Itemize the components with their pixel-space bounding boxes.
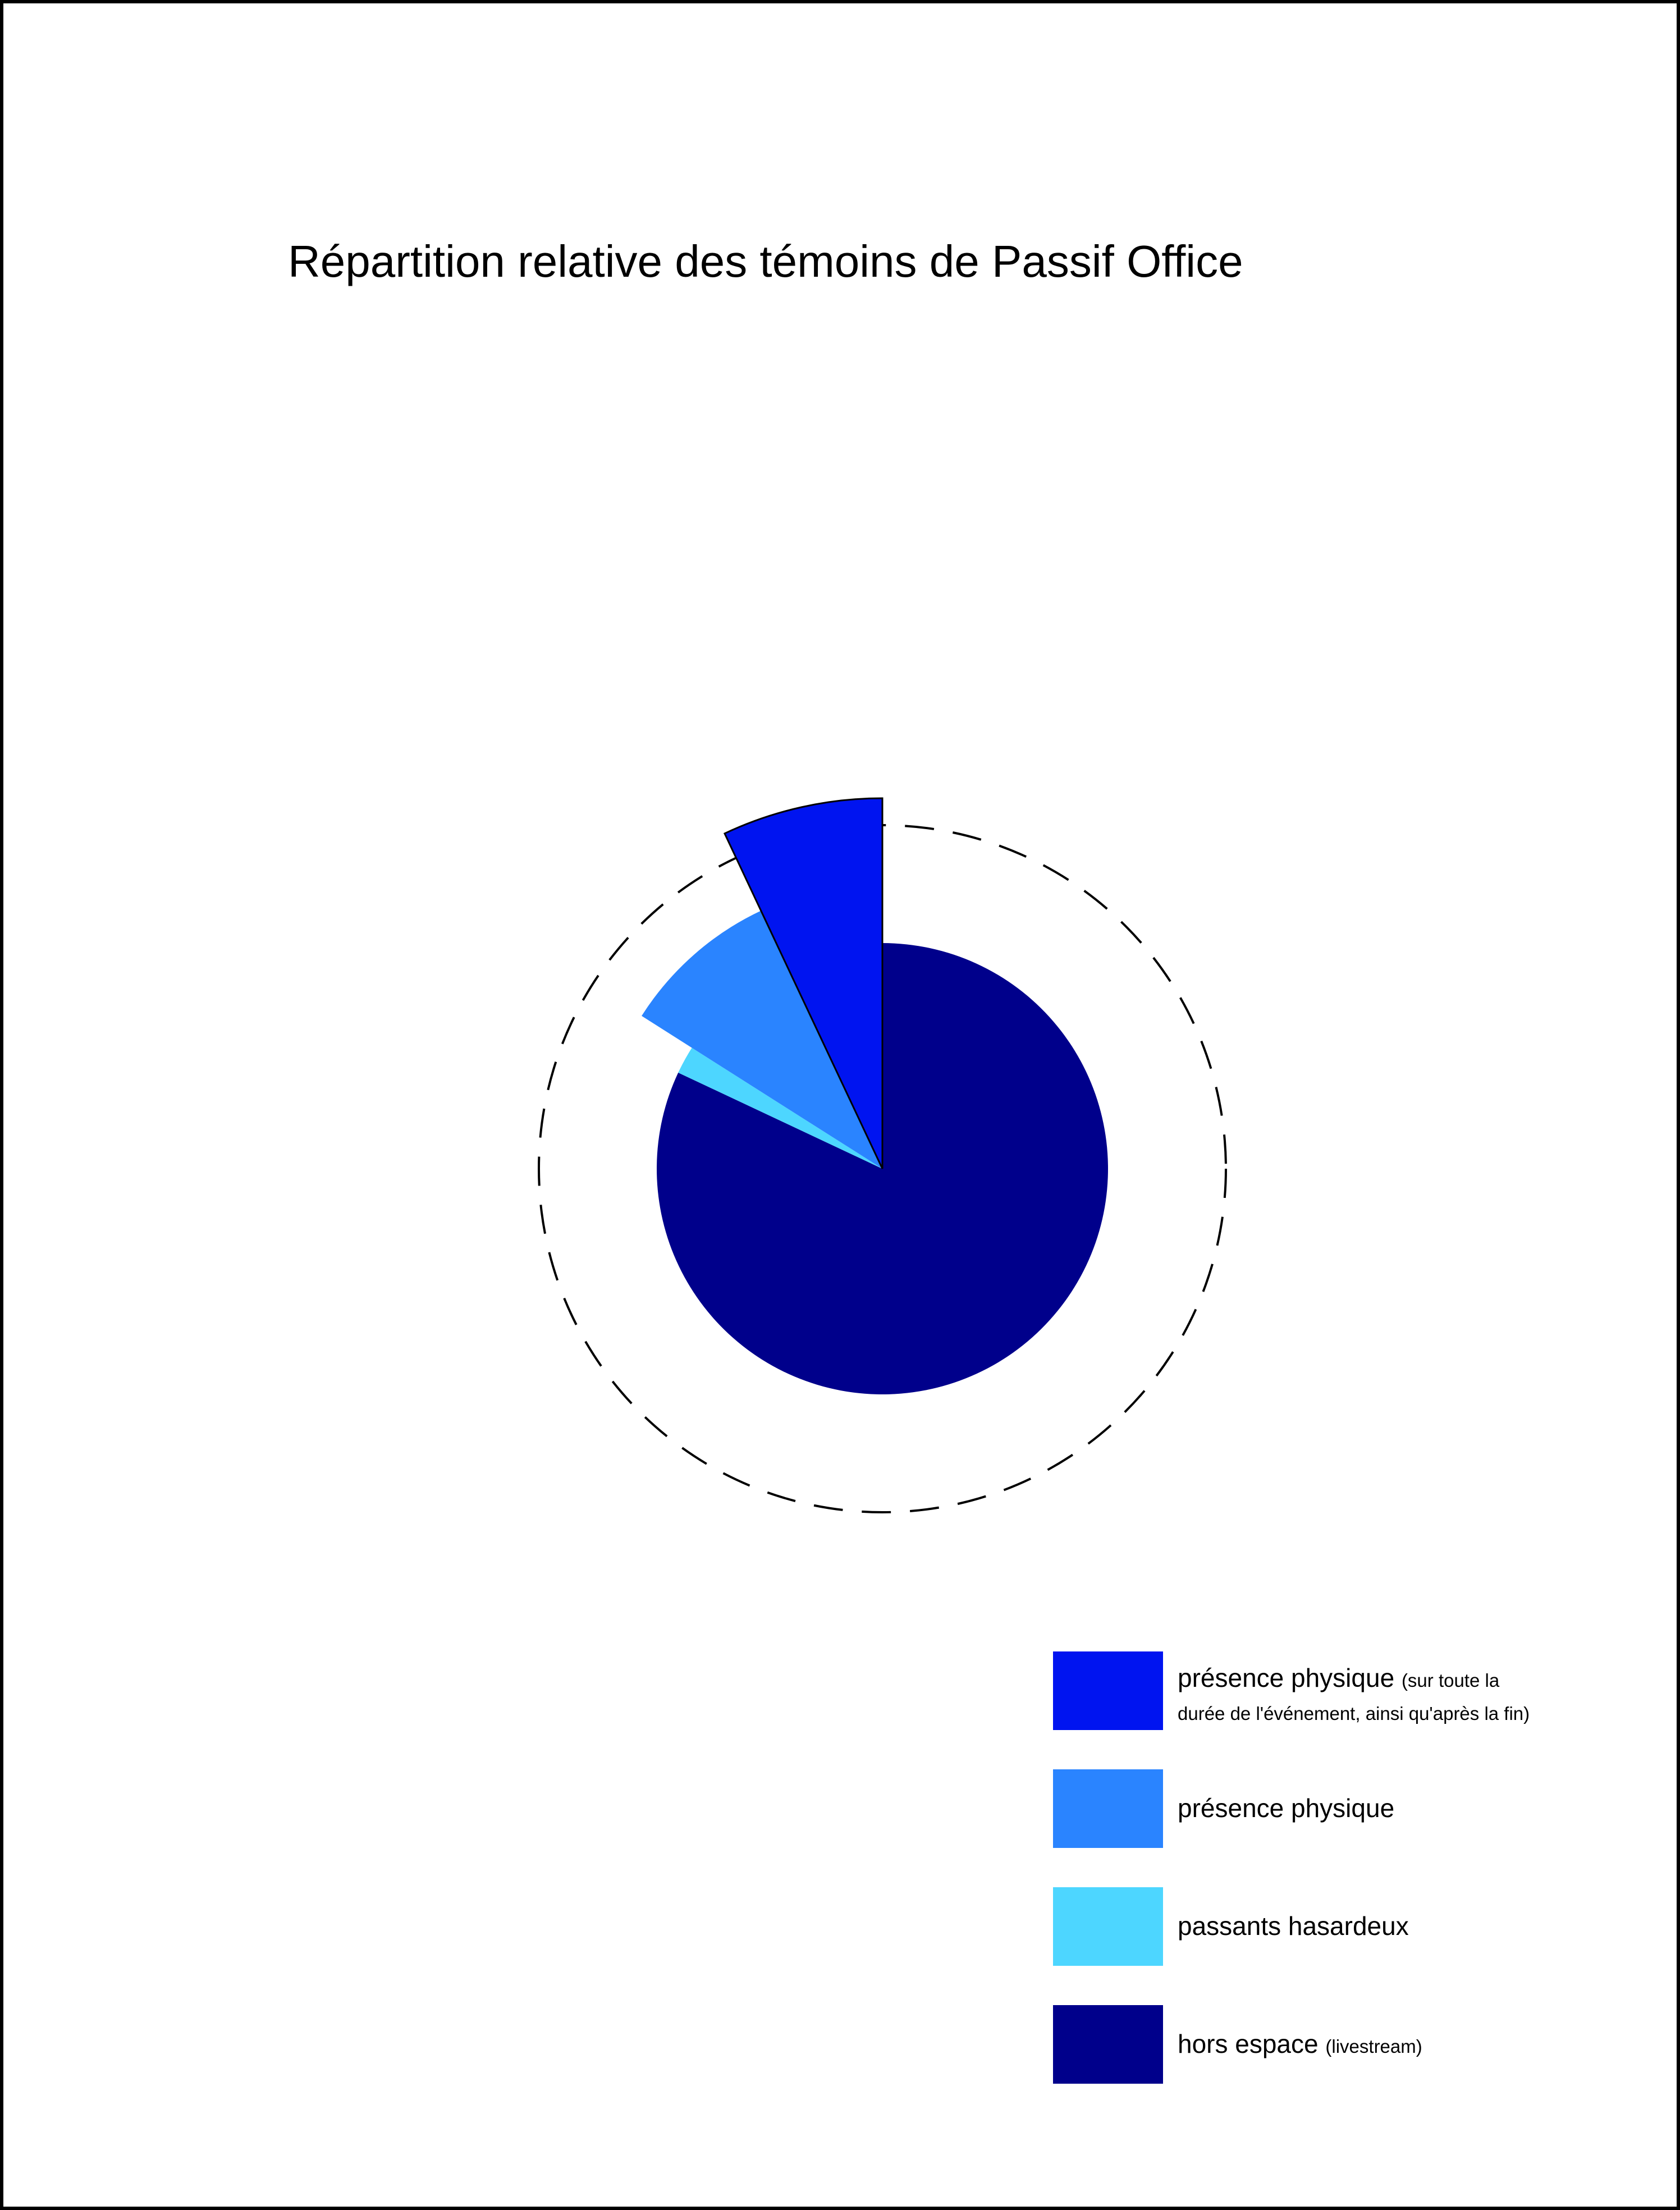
legend-label: présence physique	[1178, 1663, 1395, 1692]
legend-note: (sur toute la	[1401, 1670, 1500, 1691]
legend-swatch	[1053, 1769, 1163, 1848]
legend-item-presence-physique-full: présence physique (sur toute la durée de…	[1053, 1651, 1659, 1730]
legend-swatch	[1053, 1887, 1163, 1966]
pie-slice-passants-hasardeux-1	[678, 1047, 882, 1169]
legend-note-line2: durée de l'événement, ainsi qu'après la …	[1178, 1703, 1530, 1724]
legend-note: (livestream)	[1325, 2036, 1422, 2057]
legend-text: présence physique (sur toute la durée de…	[1178, 1663, 1530, 1729]
pie-slices	[642, 797, 1108, 1394]
pie-slice-pr-sence-physique-2	[642, 910, 882, 1169]
legend-label: présence physique	[1178, 1793, 1395, 1823]
legend-item-passants-hasardeux: passants hasardeux	[1053, 1887, 1659, 1966]
pie-slice-pr-sence-physique-3	[723, 797, 884, 1169]
legend-label: hors espace	[1178, 2029, 1319, 2058]
chart-title: Répartition relative des témoins de Pass…	[288, 236, 1243, 286]
legend-item-presence-physique: présence physique	[1053, 1769, 1659, 1848]
legend-label: passants hasardeux	[1178, 1911, 1409, 1941]
legend-item-hors-espace: hors espace (livestream)	[1053, 2005, 1659, 2084]
legend-swatch	[1053, 2005, 1163, 2084]
legend-swatch	[1053, 1651, 1163, 1730]
legend-text: hors espace (livestream)	[1178, 2029, 1422, 2062]
